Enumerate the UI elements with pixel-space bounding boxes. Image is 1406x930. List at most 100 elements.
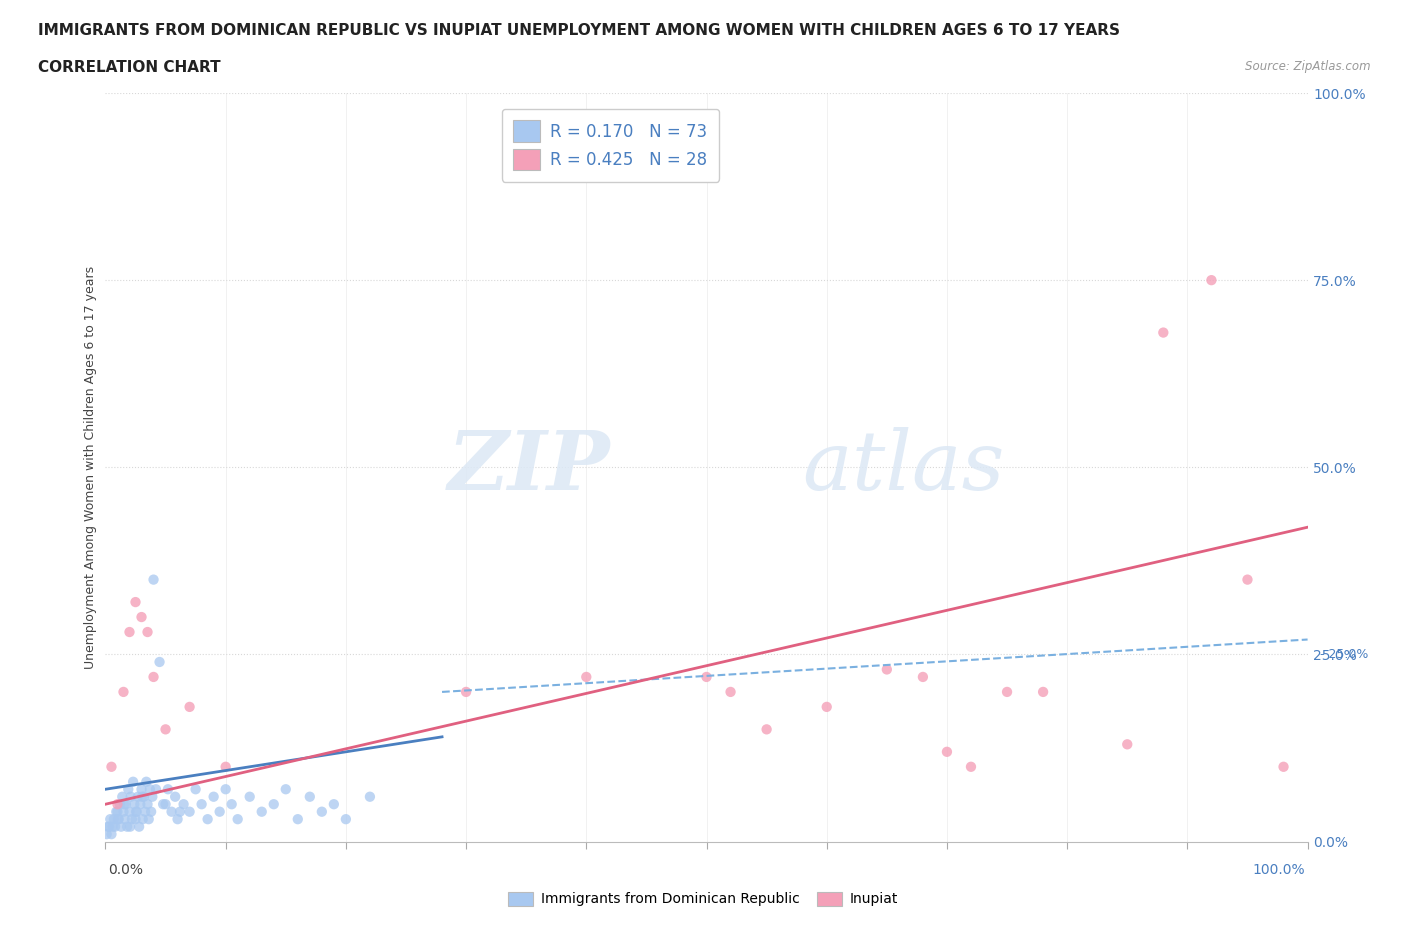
Point	[103, 812, 125, 827]
Point	[125, 804, 148, 819]
Point	[105, 804, 128, 819]
Point	[815, 699, 838, 714]
Point	[1116, 737, 1139, 751]
Point	[124, 594, 146, 609]
Point	[184, 782, 207, 797]
Point	[139, 782, 162, 797]
Point	[131, 790, 153, 804]
Point	[322, 797, 344, 812]
Point	[118, 625, 141, 640]
Point	[575, 670, 598, 684]
Point	[263, 797, 285, 812]
Text: 100.0%: 100.0%	[1253, 863, 1305, 877]
Point	[298, 790, 321, 804]
Point	[239, 790, 262, 804]
Point	[311, 804, 333, 819]
Point	[128, 819, 150, 834]
Point	[155, 722, 177, 737]
Point	[142, 572, 165, 587]
Point	[208, 804, 231, 819]
Point	[112, 797, 135, 812]
Point	[169, 804, 191, 819]
Point	[108, 797, 131, 812]
Point	[124, 812, 146, 827]
Point	[131, 610, 153, 625]
Point	[160, 804, 183, 819]
Point	[145, 782, 167, 797]
Point	[179, 699, 201, 714]
Point	[995, 684, 1018, 699]
Point	[131, 782, 153, 797]
Point	[110, 819, 132, 834]
Point	[125, 804, 148, 819]
Point	[911, 670, 934, 684]
Point	[720, 684, 742, 699]
Point	[138, 812, 160, 827]
Point	[960, 759, 983, 774]
Point	[179, 804, 201, 819]
Text: IMMIGRANTS FROM DOMINICAN REPUBLIC VS INUPIAT UNEMPLOYMENT AMONG WOMEN WITH CHIL: IMMIGRANTS FROM DOMINICAN REPUBLIC VS IN…	[38, 23, 1121, 38]
Text: - 25.0%: - 25.0%	[1320, 648, 1368, 661]
Point	[104, 819, 127, 834]
Point	[141, 790, 163, 804]
Text: 0.0%: 0.0%	[108, 863, 143, 877]
Point	[165, 790, 187, 804]
Point	[101, 819, 124, 834]
Point	[129, 797, 152, 812]
Point	[134, 804, 156, 819]
Point	[214, 782, 236, 797]
Point	[214, 759, 236, 774]
Point	[173, 797, 195, 812]
Point	[100, 759, 122, 774]
Point	[97, 819, 120, 834]
Point	[100, 827, 122, 842]
Point	[936, 744, 959, 759]
Point	[221, 797, 243, 812]
Point	[115, 797, 138, 812]
Point	[1272, 759, 1295, 774]
Point	[111, 790, 134, 804]
Point	[107, 812, 129, 827]
Point	[118, 804, 141, 819]
Point	[226, 812, 249, 827]
Point	[112, 804, 135, 819]
Point	[132, 790, 155, 804]
Point	[136, 625, 159, 640]
Point	[127, 790, 149, 804]
Point	[250, 804, 273, 819]
Point	[1152, 326, 1174, 340]
Point	[142, 670, 165, 684]
Point	[107, 804, 129, 819]
Point	[155, 797, 177, 812]
Point	[120, 819, 142, 834]
Point	[755, 722, 778, 737]
Point	[135, 775, 157, 790]
Point	[152, 797, 174, 812]
Point	[359, 790, 381, 804]
Point	[876, 662, 898, 677]
Point	[107, 812, 129, 827]
Legend: R = 0.170   N = 73, R = 0.425   N = 28: R = 0.170 N = 73, R = 0.425 N = 28	[502, 109, 718, 181]
Point	[190, 797, 212, 812]
Point	[124, 797, 146, 812]
Point	[274, 782, 297, 797]
Legend: Immigrants from Dominican Republic, Inupiat: Immigrants from Dominican Republic, Inup…	[502, 886, 904, 912]
Point	[96, 827, 118, 842]
Point	[1032, 684, 1054, 699]
Point	[166, 812, 188, 827]
Text: ZIP: ZIP	[447, 427, 610, 508]
Point	[112, 684, 135, 699]
Point	[696, 670, 718, 684]
Point	[132, 812, 155, 827]
Point	[287, 812, 309, 827]
Point	[114, 812, 136, 827]
Point	[335, 812, 357, 827]
Point	[98, 819, 121, 834]
Point	[115, 819, 138, 834]
Point	[120, 790, 142, 804]
Text: Source: ZipAtlas.com: Source: ZipAtlas.com	[1246, 60, 1371, 73]
Point	[121, 812, 143, 827]
Point	[197, 812, 219, 827]
Point	[107, 797, 129, 812]
Y-axis label: Unemployment Among Women with Children Ages 6 to 17 years: Unemployment Among Women with Children A…	[84, 266, 97, 669]
